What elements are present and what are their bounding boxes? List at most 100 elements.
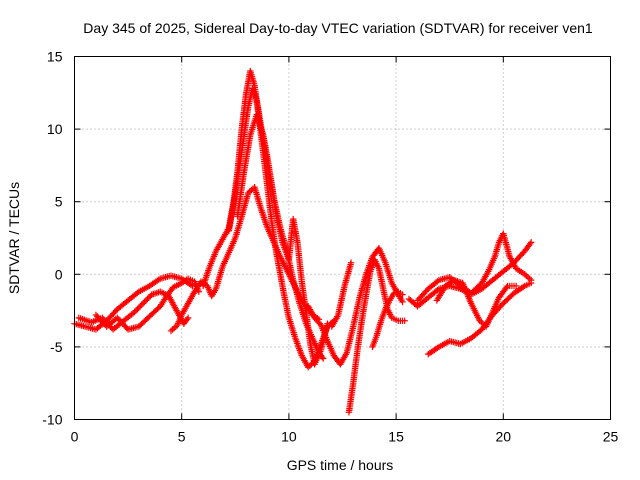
data-point-trail [122,310,137,323]
data-point-trail [180,276,190,286]
data-point-trail [192,280,204,294]
data-point [399,298,406,306]
data-series-arc-c [92,275,203,333]
data-point-trail [325,339,337,357]
data-point-trail [354,319,365,352]
data-point [347,259,355,266]
data-point-trail [383,299,392,311]
data-point-trail [397,317,406,324]
data-point-trail [241,133,254,175]
x-tick-label: 25 [603,429,619,445]
data-point-trail [496,284,510,300]
data-point-trail [426,344,441,357]
data-point-trail [303,310,314,346]
data-point-trail [251,185,264,211]
data-series-arc-e [199,67,338,371]
data-point-trail [358,293,369,323]
y-tick-label: 10 [47,121,63,137]
data-point-trail [290,278,303,305]
data-point-trail [273,249,284,276]
x-tick-label: 5 [178,429,186,445]
data-point-trail [480,278,495,291]
y-tick-label: 15 [47,49,63,65]
data-point-trail [213,265,226,291]
data-point-trail [115,298,130,312]
x-tick-label: 20 [496,429,512,445]
data-point-trail [277,272,288,299]
data-point-trail [310,336,322,355]
data-point-trail [258,207,271,230]
data-point-trail [264,156,275,186]
data-point-trail [213,237,225,253]
data-point-trail [506,282,518,290]
data-point-trail [166,294,180,314]
data-point-trail [250,87,260,102]
data-point-trail [460,281,474,305]
data-point-trail [264,185,275,224]
data-point-trail [483,310,495,328]
data-point-trail [281,296,292,320]
data-point [401,317,408,324]
data-point-trail [378,307,388,322]
data-point-trail [286,316,298,340]
data-point [527,276,535,284]
data-point-trail [246,185,257,195]
data-point-trail [294,241,305,283]
data-point-trail [478,319,488,329]
data-point-trail [385,307,395,320]
data-point-trail [141,292,154,306]
data-point-trail [523,280,533,289]
x-axis-label: GPS time / hours [287,457,394,473]
data-point-trail [452,277,464,286]
data-point-trail [485,255,498,273]
y-tick-label: 5 [55,194,63,210]
y-tick-label: 0 [55,266,63,282]
data-point-trail [443,278,456,288]
data-series-arc-n [433,276,520,330]
data-point-trail [226,193,239,233]
y-axis-label: SDTVAR / TECUs [6,182,22,294]
y-tick-label: -5 [50,339,63,355]
x-tick-label: 0 [71,429,79,445]
data-point-trail [312,316,323,327]
data-point-trail [260,133,271,160]
data-point [399,291,406,298]
data-point-trail [238,105,252,153]
plot-frame [74,56,611,420]
data-point-trail [396,293,405,304]
data-point-trail [490,296,502,314]
data-point-trail [390,315,400,323]
data-point-trail [512,283,527,296]
data-point-trail [226,236,238,254]
data-point [167,327,175,335]
data-point-trail [277,255,290,272]
data-point-trail [376,267,386,291]
data-point-trail [207,249,219,269]
data-point-trail [254,113,266,137]
x-tick-label: 10 [281,429,297,445]
data-point-trail [382,261,395,285]
data-point-trail [187,276,196,284]
axis-ticks [74,56,611,420]
data-point-trail [220,251,232,269]
data-point-trail [338,351,350,366]
data-point-trail [501,291,516,306]
data-point-trail [268,220,279,253]
data-series-arc-j [369,288,406,351]
data-point-trail [209,287,219,298]
data-series-arc-h [304,244,406,368]
data-point-trail [232,214,245,240]
data-point-trail [415,295,430,309]
data-markers [71,67,535,416]
data-point-trail [523,272,533,282]
data-point-trail [137,314,152,329]
data-point-trail [171,280,184,290]
data-point-trail [164,285,176,298]
data-point-trail [292,336,305,358]
data-point-trail [469,281,484,296]
data-point-trail [179,301,191,317]
data-point-trail [363,270,374,296]
data-series-arc-a [71,272,196,333]
data-point-trail [346,381,357,414]
data-point-trail [426,278,441,291]
